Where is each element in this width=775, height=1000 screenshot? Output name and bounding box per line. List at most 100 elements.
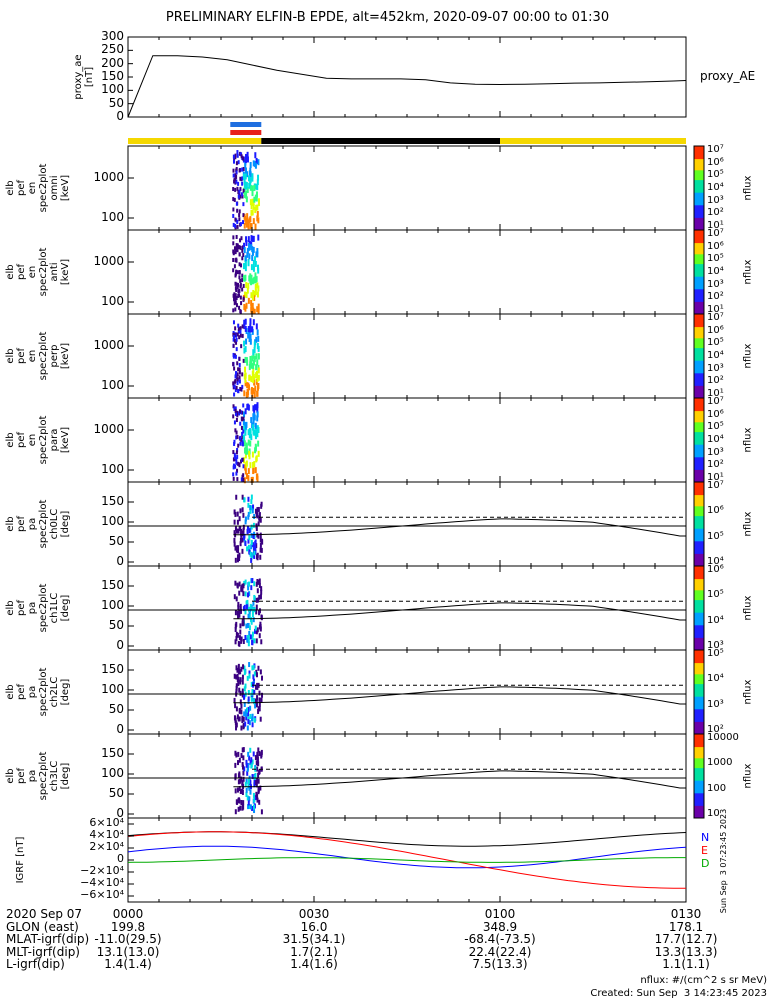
pitch-angle-pixel bbox=[238, 612, 241, 618]
pitch-angle-pixel bbox=[250, 494, 253, 500]
pitch-angle-pixel bbox=[258, 690, 261, 696]
spectrogram-pixel bbox=[244, 265, 247, 272]
y-tick-label: 1000 bbox=[93, 254, 124, 268]
spectrogram-pixel bbox=[248, 374, 251, 381]
colorbar-segment bbox=[694, 326, 704, 329]
spectrogram-pixel bbox=[236, 150, 239, 155]
colorbar-segment bbox=[694, 391, 704, 393]
spectrogram-pixel bbox=[252, 160, 255, 167]
status-bar-sunlit bbox=[128, 138, 262, 144]
colorbar-segment bbox=[694, 665, 704, 668]
spectrogram-pixel bbox=[237, 289, 240, 294]
pitch-angle-pixel bbox=[238, 635, 241, 641]
colorbar-segment bbox=[694, 811, 704, 813]
colorbar-tick-label: 10³ bbox=[707, 278, 724, 290]
spectrogram-pixel bbox=[238, 168, 241, 173]
pitch-angle-pixel bbox=[242, 524, 245, 530]
colorbar-label: nflux bbox=[742, 427, 754, 453]
colorbar-segment bbox=[694, 342, 704, 344]
spectrogram-pixel bbox=[252, 421, 255, 428]
pitch-angle-pixel bbox=[235, 596, 238, 602]
pitch-angle-pixel bbox=[244, 541, 247, 547]
colorbar-segment bbox=[694, 707, 704, 710]
colorbar-segment bbox=[694, 437, 704, 440]
spectrogram-pixel bbox=[236, 461, 239, 466]
pitch-angle-pixel bbox=[237, 681, 240, 687]
colorbar-segment bbox=[694, 328, 704, 330]
pitch-angle-pixel bbox=[256, 695, 259, 701]
pitch-angle-pixel bbox=[234, 809, 237, 815]
colorbar-segment bbox=[694, 543, 704, 546]
colorbar-segment bbox=[694, 466, 704, 469]
spectrogram-pixel bbox=[243, 319, 246, 326]
pitch-angle-pixel bbox=[245, 762, 248, 768]
colorbar-segment bbox=[694, 148, 704, 151]
spectrogram-pixel bbox=[244, 192, 247, 199]
pitch-angle-pixel bbox=[238, 687, 241, 693]
spectrogram-pixel bbox=[241, 442, 244, 447]
spectrogram-pixel bbox=[237, 190, 240, 195]
pitch-angle-pixel bbox=[253, 513, 256, 519]
colorbar-segment bbox=[694, 202, 704, 204]
spectrogram-pixel bbox=[232, 241, 235, 246]
pitch-angle-pixel bbox=[255, 526, 258, 532]
colorbar-segment bbox=[694, 385, 704, 388]
pitch-angle-pixel bbox=[247, 592, 250, 598]
spectrogram-pixel bbox=[234, 379, 237, 384]
pitch-angle-pixel bbox=[234, 580, 237, 586]
pitch-angle-pixel bbox=[240, 703, 243, 709]
pitch-angle-pixel bbox=[236, 519, 239, 525]
spectrogram-pixel bbox=[248, 217, 251, 224]
spectrogram-pixel bbox=[236, 224, 239, 229]
pitch-angle-pixel bbox=[247, 778, 250, 784]
colorbar-segment bbox=[694, 330, 704, 333]
pitch-angle-pixel bbox=[248, 720, 251, 726]
spectrogram-pixel bbox=[248, 336, 251, 343]
pitch-angle-pixel bbox=[242, 747, 245, 753]
pitch-angle-pixel bbox=[247, 511, 250, 517]
colorbar-segment bbox=[694, 752, 704, 755]
colorbar-segment bbox=[694, 581, 704, 584]
colorbar-segment bbox=[694, 449, 704, 452]
pitch-angle-pixel bbox=[244, 579, 247, 585]
axis-row-value: 1.4(1.4) bbox=[104, 957, 152, 971]
colorbar-segment bbox=[694, 319, 704, 322]
spectrogram-pixel bbox=[242, 283, 245, 288]
pitch-angle-pixel bbox=[240, 725, 243, 731]
pitch-angle-pixel bbox=[253, 581, 256, 587]
spectrogram-pixel bbox=[235, 179, 238, 184]
colorbar-segment bbox=[694, 423, 704, 426]
pitch-angle-pixel bbox=[250, 692, 253, 698]
pitch-angle-pixel bbox=[244, 709, 247, 715]
colorbar-segment bbox=[694, 472, 704, 475]
pitch-angle-pixel bbox=[260, 586, 263, 592]
colorbar-tick-label: 10⁵ bbox=[707, 253, 724, 265]
spectrogram-pixel bbox=[237, 367, 240, 372]
pitch-angle-pixel bbox=[248, 614, 251, 620]
colorbar-segment bbox=[694, 274, 704, 277]
colorbar-segment bbox=[694, 459, 704, 462]
spectrogram-pixel bbox=[232, 450, 235, 455]
pitch-angle-pixel bbox=[254, 755, 257, 761]
colorbar-segment bbox=[694, 157, 704, 160]
spectrogram-pixel bbox=[248, 364, 251, 371]
colorbar-segment bbox=[694, 606, 704, 609]
colorbar-segment bbox=[694, 641, 704, 644]
colorbar-tick-label: 10² bbox=[707, 459, 724, 471]
colorbar-segment bbox=[694, 525, 704, 528]
colorbar-tick-label: 10⁵ bbox=[707, 648, 724, 659]
proxy-ae-line bbox=[127, 55, 687, 118]
y-tick-label: 1000 bbox=[93, 422, 124, 436]
colorbar-segment bbox=[694, 655, 704, 658]
pitch-angle-pixel bbox=[258, 633, 261, 639]
pitch-angle-pixel bbox=[260, 639, 263, 645]
spectrogram-pixel bbox=[242, 188, 245, 193]
pitch-angle-pixel bbox=[245, 623, 248, 629]
spectrogram-pixel bbox=[236, 243, 239, 248]
colorbar-segment bbox=[694, 500, 704, 503]
loss-cone-line bbox=[233, 770, 686, 789]
spectrogram-pixel bbox=[257, 200, 260, 207]
spectrogram-pixel bbox=[235, 457, 238, 462]
pitch-angle-pixel bbox=[235, 683, 238, 689]
spectrogram-pixel bbox=[234, 408, 237, 413]
